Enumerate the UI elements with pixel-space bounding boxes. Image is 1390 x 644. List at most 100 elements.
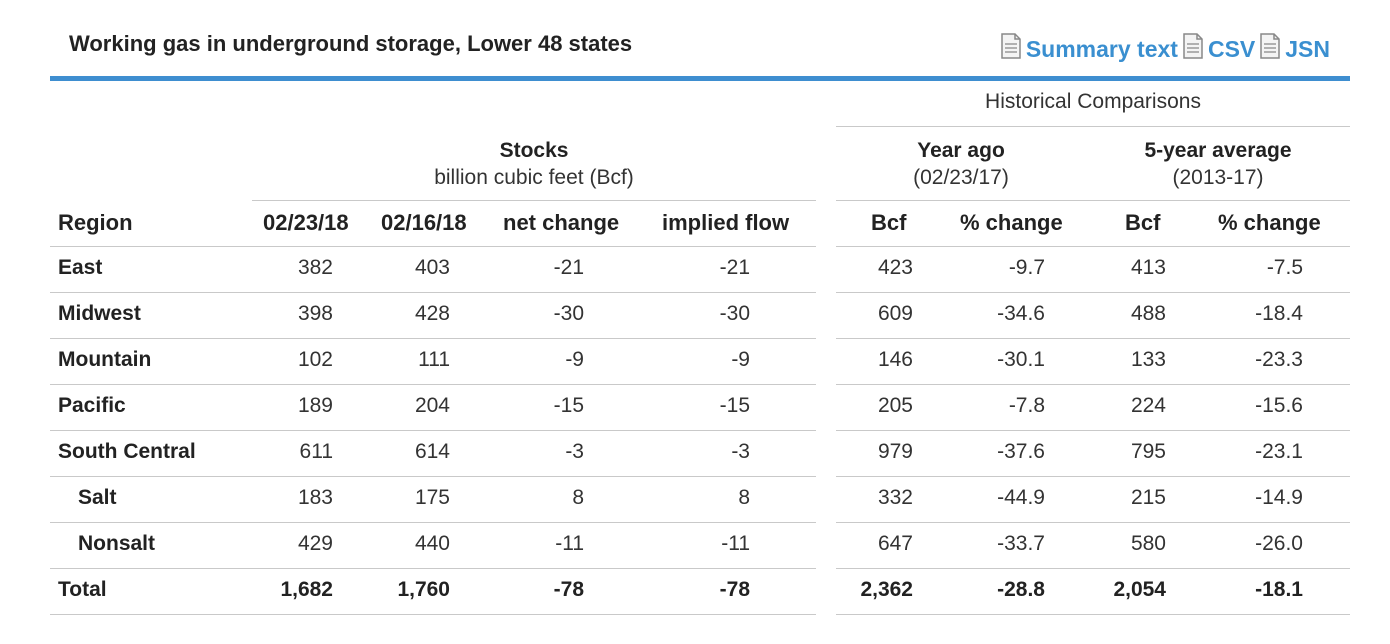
cell-stocks-prior: 440 — [414, 532, 450, 555]
cell-five-year-pct: -26.0 — [1255, 532, 1303, 555]
row-divider — [836, 568, 1350, 569]
row-divider — [50, 614, 816, 615]
five-year-title: 5-year average — [1144, 139, 1292, 162]
row-label: Nonsalt — [78, 532, 156, 555]
cell-stocks-current: 1,682 — [280, 578, 333, 601]
row-divider — [50, 338, 816, 339]
document-icon — [1259, 33, 1281, 65]
cell-implied-flow: -15 — [719, 394, 750, 417]
summary-text-label: Summary text — [1025, 35, 1178, 62]
cell-implied-flow: -11 — [721, 532, 750, 555]
cell-year-ago-pct: -9.7 — [1008, 256, 1045, 279]
row-divider — [50, 384, 816, 385]
column-header-stocks-prior: 02/16/18 — [381, 210, 467, 235]
cell-year-ago-bcf: 205 — [877, 394, 913, 417]
cell-year-ago-pct: -37.6 — [997, 440, 1045, 463]
divider — [836, 200, 1350, 201]
cell-net-change: -30 — [553, 302, 584, 325]
cell-five-year-bcf: 413 — [1130, 256, 1166, 279]
cell-stocks-prior: 428 — [414, 302, 450, 325]
divider — [836, 246, 1350, 247]
column-header-implied-flow: implied flow — [662, 210, 790, 235]
document-icon — [1182, 33, 1204, 65]
row-label: Midwest — [58, 302, 141, 325]
year-ago-title: Year ago — [917, 139, 1005, 162]
cell-stocks-current: 189 — [297, 394, 333, 417]
cell-net-change: 8 — [572, 486, 584, 509]
cell-five-year-bcf: 2,054 — [1113, 578, 1166, 601]
cell-stocks-current: 611 — [299, 440, 333, 463]
five-year-subtitle: (2013-17) — [1172, 166, 1264, 189]
row-label: Total — [58, 578, 107, 601]
cell-net-change: -78 — [553, 578, 584, 601]
column-header-net-change: net change — [503, 210, 620, 235]
cell-stocks-current: 429 — [297, 532, 333, 555]
column-header-five-year-pct: % change — [1218, 210, 1321, 235]
cell-year-ago-bcf: 2,362 — [860, 578, 913, 601]
cell-stocks-current: 382 — [297, 256, 333, 279]
cell-five-year-pct: -15.6 — [1255, 394, 1303, 417]
row-divider — [836, 476, 1350, 477]
row-label: Mountain — [58, 348, 152, 371]
cell-five-year-pct: -23.1 — [1255, 440, 1303, 463]
cell-net-change: -3 — [565, 440, 584, 463]
cell-five-year-pct: -23.3 — [1255, 348, 1303, 371]
cell-stocks-prior: 204 — [414, 394, 450, 417]
stocks-subtitle: billion cubic feet (Bcf) — [434, 166, 634, 189]
cell-stocks-prior: 1,760 — [397, 578, 450, 601]
jsn-label: JSN — [1285, 35, 1330, 62]
cell-year-ago-pct: -33.7 — [997, 532, 1045, 555]
row-label: Salt — [78, 486, 117, 509]
csv-link[interactable]: CSV — [1182, 33, 1255, 65]
page-title: Working gas in underground storage, Lowe… — [69, 31, 633, 56]
row-label: East — [58, 256, 103, 279]
cell-year-ago-pct: -7.8 — [1008, 394, 1045, 417]
column-header-stocks-current: 02/23/18 — [263, 210, 349, 235]
cell-year-ago-pct: -30.1 — [997, 348, 1045, 371]
title-underline — [50, 76, 1350, 81]
cell-five-year-bcf: 488 — [1130, 302, 1166, 325]
row-divider — [836, 384, 1350, 385]
cell-stocks-current: 102 — [297, 348, 333, 371]
cell-implied-flow: 8 — [738, 486, 750, 509]
row-divider — [50, 430, 816, 431]
cell-stocks-prior: 614 — [414, 440, 450, 463]
csv-label: CSV — [1207, 35, 1256, 62]
cell-implied-flow: -78 — [719, 578, 750, 601]
cell-five-year-bcf: 795 — [1130, 440, 1166, 463]
five-year-header: 5-year average (2013-17) — [1090, 137, 1346, 191]
cell-year-ago-bcf: 423 — [877, 256, 913, 279]
cell-net-change: -21 — [553, 256, 584, 279]
cell-net-change: -9 — [565, 348, 584, 371]
column-header-region: Region — [58, 210, 133, 235]
cell-year-ago-pct: -28.8 — [997, 578, 1045, 601]
cell-implied-flow: -3 — [731, 440, 750, 463]
cell-five-year-bcf: 215 — [1130, 486, 1166, 509]
row-divider — [50, 292, 816, 293]
row-divider — [50, 522, 816, 523]
cell-five-year-bcf: 133 — [1130, 348, 1166, 371]
cell-net-change: -15 — [553, 394, 584, 417]
cell-stocks-current: 398 — [297, 302, 333, 325]
cell-year-ago-bcf: 979 — [877, 440, 913, 463]
cell-five-year-pct: -7.5 — [1266, 256, 1303, 279]
cell-year-ago-pct: -44.9 — [997, 486, 1045, 509]
row-divider — [836, 292, 1350, 293]
jsn-link[interactable]: JSN — [1259, 33, 1330, 65]
row-divider — [50, 476, 816, 477]
summary-text-link[interactable]: Summary text — [1000, 33, 1178, 65]
cell-year-ago-bcf: 332 — [877, 486, 913, 509]
stocks-title: Stocks — [499, 139, 569, 162]
year-ago-subtitle: (02/23/17) — [913, 166, 1009, 189]
divider — [50, 246, 816, 247]
cell-year-ago-bcf: 647 — [877, 532, 913, 555]
cell-year-ago-pct: -34.6 — [997, 302, 1045, 325]
cell-year-ago-bcf: 609 — [877, 302, 913, 325]
row-label: Pacific — [58, 394, 126, 417]
cell-implied-flow: -21 — [719, 256, 750, 279]
row-divider — [836, 522, 1350, 523]
stocks-header: Stocks billion cubic feet (Bcf) — [252, 137, 816, 191]
cell-net-change: -11 — [555, 532, 584, 555]
cell-implied-flow: -30 — [719, 302, 750, 325]
row-divider — [836, 430, 1350, 431]
